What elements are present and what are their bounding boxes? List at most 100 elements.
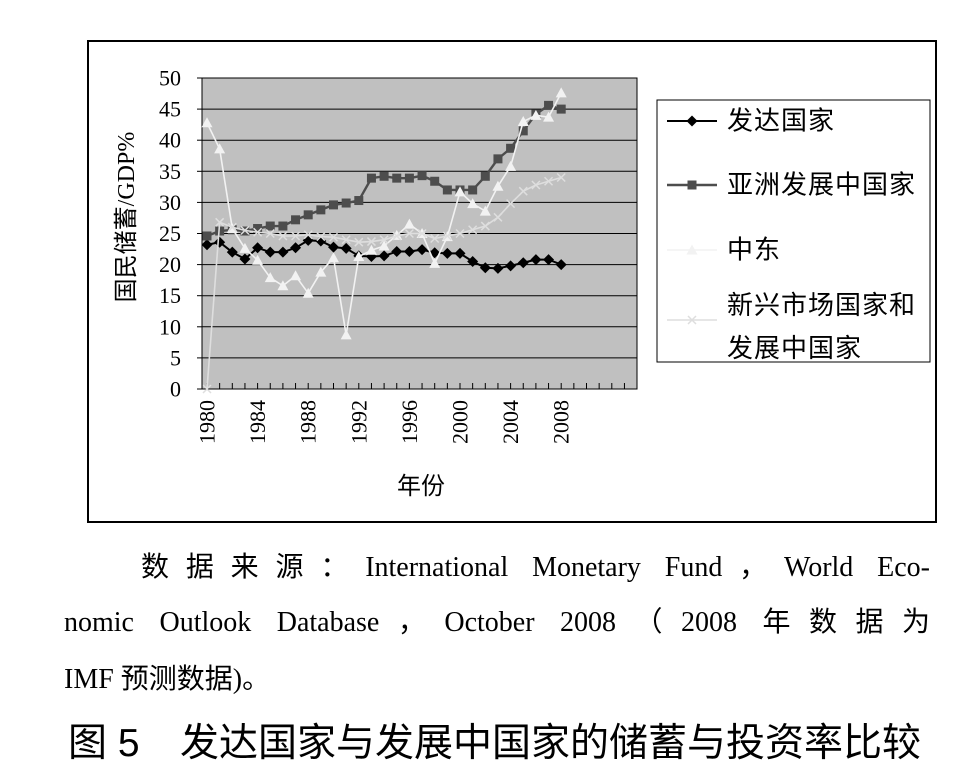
data-point [303, 230, 313, 240]
data-point [556, 172, 566, 183]
x-tick-label: 1996 [397, 400, 422, 444]
x-tick-label: 1988 [296, 400, 321, 444]
data-point [239, 253, 251, 265]
legend-label: 亚洲发展中国家 [727, 171, 916, 200]
data-point [556, 104, 566, 114]
data-point [202, 384, 212, 394]
data-point [455, 228, 465, 239]
data-point [505, 260, 517, 272]
legend-key-marker [686, 115, 698, 127]
data-point [391, 246, 403, 258]
data-point [328, 252, 339, 263]
data-point [341, 235, 351, 245]
data-point [302, 287, 314, 298]
legend-keys [667, 115, 717, 325]
data-point [468, 225, 478, 235]
data-point [354, 196, 364, 206]
data-point [366, 173, 376, 183]
data-point [278, 231, 288, 241]
data-point [441, 247, 453, 259]
data-point [492, 262, 504, 274]
x-tick-label: 2008 [549, 400, 574, 444]
data-point [517, 257, 529, 269]
data-point [467, 198, 479, 209]
data-point [518, 186, 528, 196]
legend-label: 新兴市场国家和发展中国家 [727, 291, 916, 363]
data-point [328, 232, 339, 242]
data-point [264, 246, 276, 258]
data-point [479, 262, 491, 274]
source-note-line: IMF 预测数据)。 [64, 664, 271, 695]
data-point [278, 221, 288, 231]
data-point [442, 231, 452, 241]
data-point [493, 154, 503, 164]
data-point [430, 233, 440, 244]
data-point [531, 180, 541, 190]
source-note-line: nomic Outlook Database，October 2008（2008… [64, 607, 930, 638]
data-point [265, 228, 275, 239]
data-point [429, 257, 441, 268]
data-point [379, 171, 389, 181]
data-point [454, 247, 466, 259]
y-tick-label: 5 [170, 345, 181, 370]
legend-label: 中东 [727, 236, 781, 265]
data-point [480, 171, 490, 181]
data-point [340, 329, 352, 340]
data-point [417, 171, 427, 181]
y-tick-label: 0 [170, 377, 181, 402]
data-point [517, 116, 529, 127]
x-tick-label: 1980 [195, 400, 220, 444]
x-tick-label: 2000 [448, 400, 473, 444]
data-point [291, 231, 301, 241]
data-point [252, 254, 264, 265]
data-point [506, 199, 516, 209]
data-point [404, 173, 414, 183]
chart: 0 5 10 15 20 25 30 35 40 45 50 1980 1984 1988 1992 1996… [87, 40, 937, 523]
data-point [505, 160, 517, 171]
x-tick-label: 1992 [346, 400, 371, 444]
data-point [467, 255, 479, 267]
data-point [214, 143, 226, 154]
data-point [315, 235, 327, 247]
data-point [430, 176, 440, 186]
data-point [365, 244, 377, 255]
data-point [506, 143, 516, 153]
data-point [555, 259, 567, 271]
data-point [378, 250, 390, 262]
data-point [253, 227, 263, 237]
legend-key-marker [687, 180, 697, 190]
legend-box [656, 99, 931, 363]
data-point [392, 231, 402, 241]
data-point [543, 111, 555, 122]
y-tick-label: 45 [159, 97, 181, 122]
data-point [340, 242, 352, 254]
data-point [417, 228, 427, 239]
plot-series [201, 87, 567, 394]
data-point [315, 266, 327, 277]
data-point [544, 176, 554, 186]
data-point [277, 246, 289, 258]
x-tick-label: 1984 [245, 400, 270, 444]
data-point [353, 251, 365, 262]
data-point [316, 205, 326, 215]
data-point [468, 185, 478, 195]
source-note-line: 数据来源：International Monetary Fund，World E… [141, 552, 930, 583]
data-point [240, 225, 250, 235]
data-point [265, 221, 275, 231]
data-point [543, 254, 555, 266]
data-point [252, 242, 264, 254]
data-point [290, 270, 302, 281]
x-tick-label: 2004 [498, 400, 523, 444]
y-tick-label: 10 [159, 314, 181, 339]
data-point [544, 100, 554, 110]
data-point [277, 280, 289, 291]
data-point [227, 222, 237, 232]
data-point [239, 242, 251, 253]
data-point [493, 212, 503, 222]
figure-frame [87, 40, 937, 523]
data-point [480, 221, 490, 231]
legend-key-marker [687, 315, 697, 325]
data-point [202, 231, 212, 241]
data-point [341, 198, 351, 208]
figure-title: 发达国家与发展中国家的储蓄与投资率比较 [180, 722, 922, 765]
